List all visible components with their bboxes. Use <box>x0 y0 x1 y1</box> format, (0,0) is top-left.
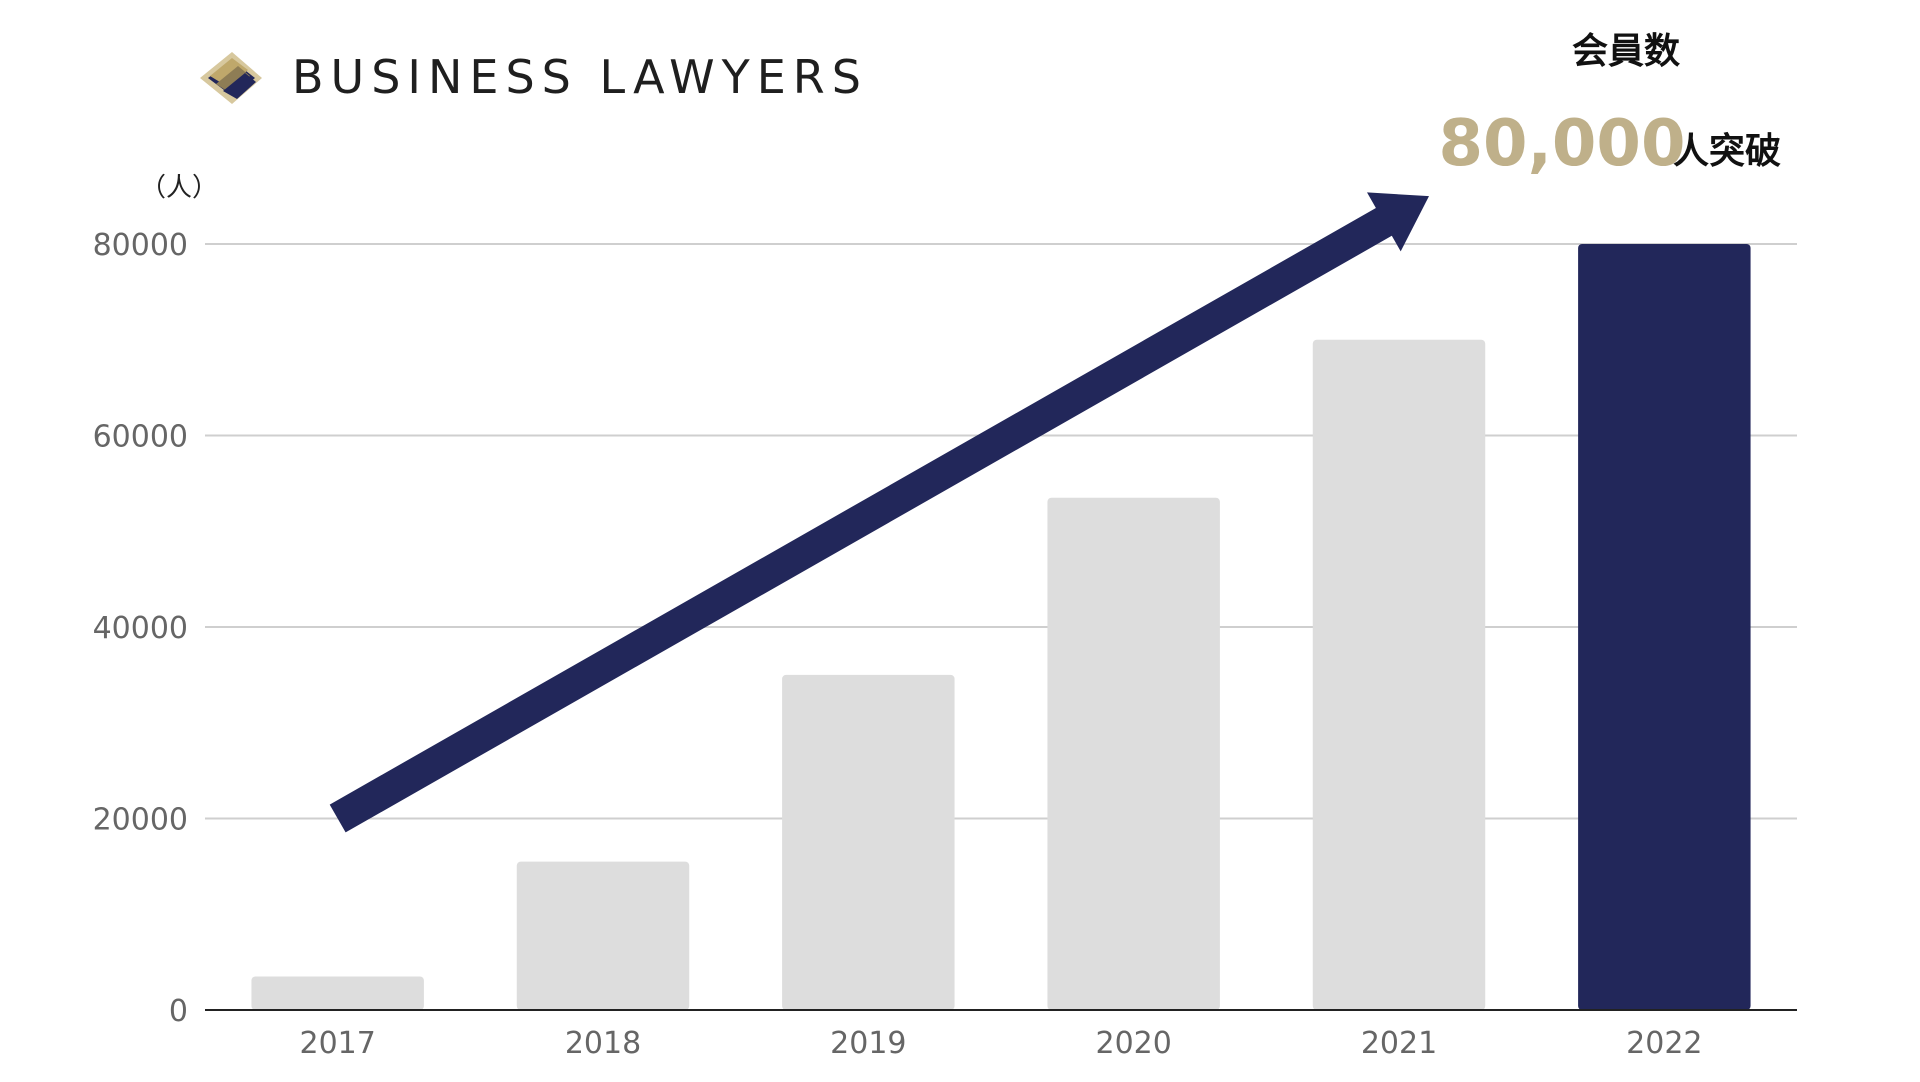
bar-2022 <box>1578 244 1751 1010</box>
headline-suffix: 人突破 <box>1673 131 1781 172</box>
y-tick-label: 20000 <box>93 803 188 838</box>
x-tick-label: 2020 <box>1095 1026 1171 1061</box>
bar-2019 <box>782 674 955 1010</box>
x-tick-label: 2021 <box>1361 1026 1437 1061</box>
bar-2020 <box>1047 497 1220 1010</box>
tick-layer: 0 20000 40000 60000 80000 2017 2018 2019 2020 202… <box>93 228 1703 1061</box>
bar-layer <box>251 244 1751 1010</box>
x-tick-label: 2022 <box>1626 1026 1702 1061</box>
headline-label: 会員数 <box>1572 31 1680 72</box>
y-tick-label: 0 <box>169 994 188 1029</box>
headline-value: 80,000 <box>1439 107 1686 181</box>
x-tick-label: 2018 <box>565 1026 641 1061</box>
y-tick-label: 80000 <box>93 228 188 263</box>
brand-name: BUSINESS LAWYERS <box>292 50 868 104</box>
y-axis-unit: （人） <box>140 173 218 203</box>
x-tick-label: 2019 <box>830 1026 906 1061</box>
bar-2021 <box>1312 339 1486 1010</box>
growth-arrow-icon <box>329 192 1430 833</box>
grid-layer <box>205 243 1797 820</box>
layered-diamond-icon <box>200 52 262 104</box>
annotation-layer <box>329 192 1430 833</box>
bar-2018 <box>516 861 690 1010</box>
y-tick-label: 40000 <box>93 611 188 646</box>
x-tick-label: 2017 <box>299 1026 375 1061</box>
y-tick-label: 60000 <box>93 420 188 455</box>
brand-logo: BUSINESS LAWYERS <box>200 50 868 104</box>
bar-2017 <box>251 976 424 1010</box>
headline: 会員数 80,000 人突破 <box>1439 31 1782 181</box>
